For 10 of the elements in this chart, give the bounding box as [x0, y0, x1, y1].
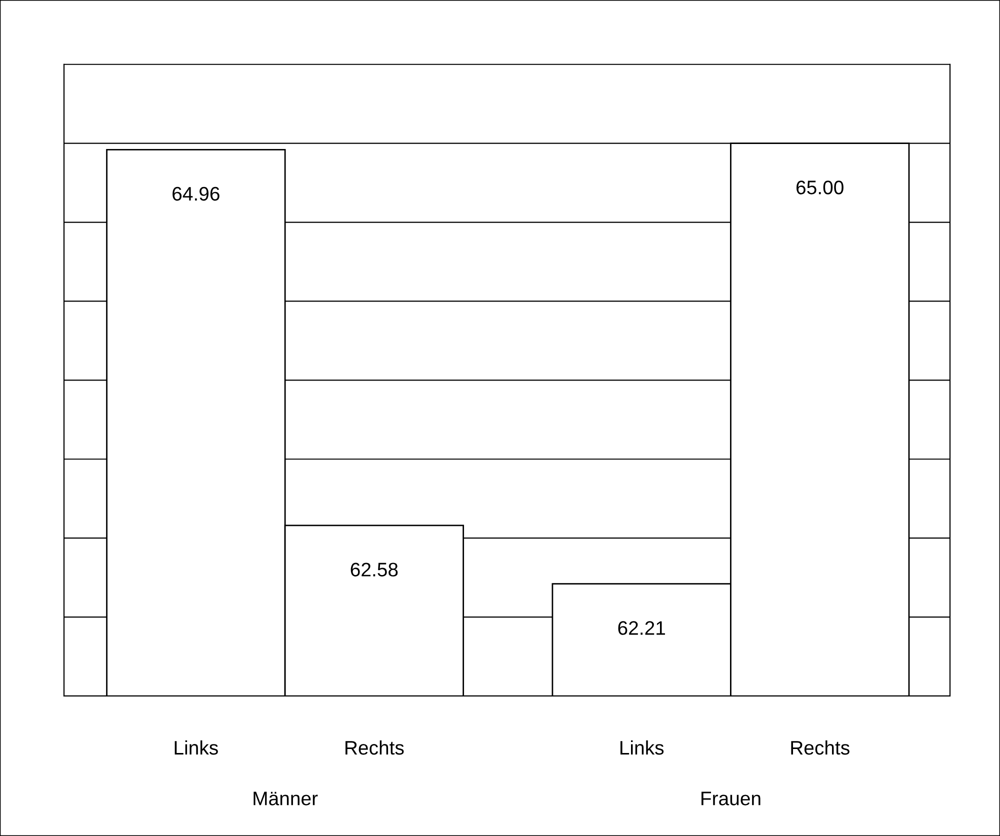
data-label: 64.96 [172, 186, 220, 201]
data-label: 65.00 [796, 180, 844, 194]
text: Frauen [702, 792, 760, 806]
text: Männer [254, 792, 318, 806]
data-label: 62.58 [350, 562, 398, 576]
x-tick-label: Links [620, 740, 664, 755]
x-tick-label: Rechts [791, 740, 850, 755]
x-tick-label: Rechts [346, 740, 404, 755]
x-tick-label: Links [174, 740, 218, 755]
data-label: 62.21 [618, 621, 665, 635]
